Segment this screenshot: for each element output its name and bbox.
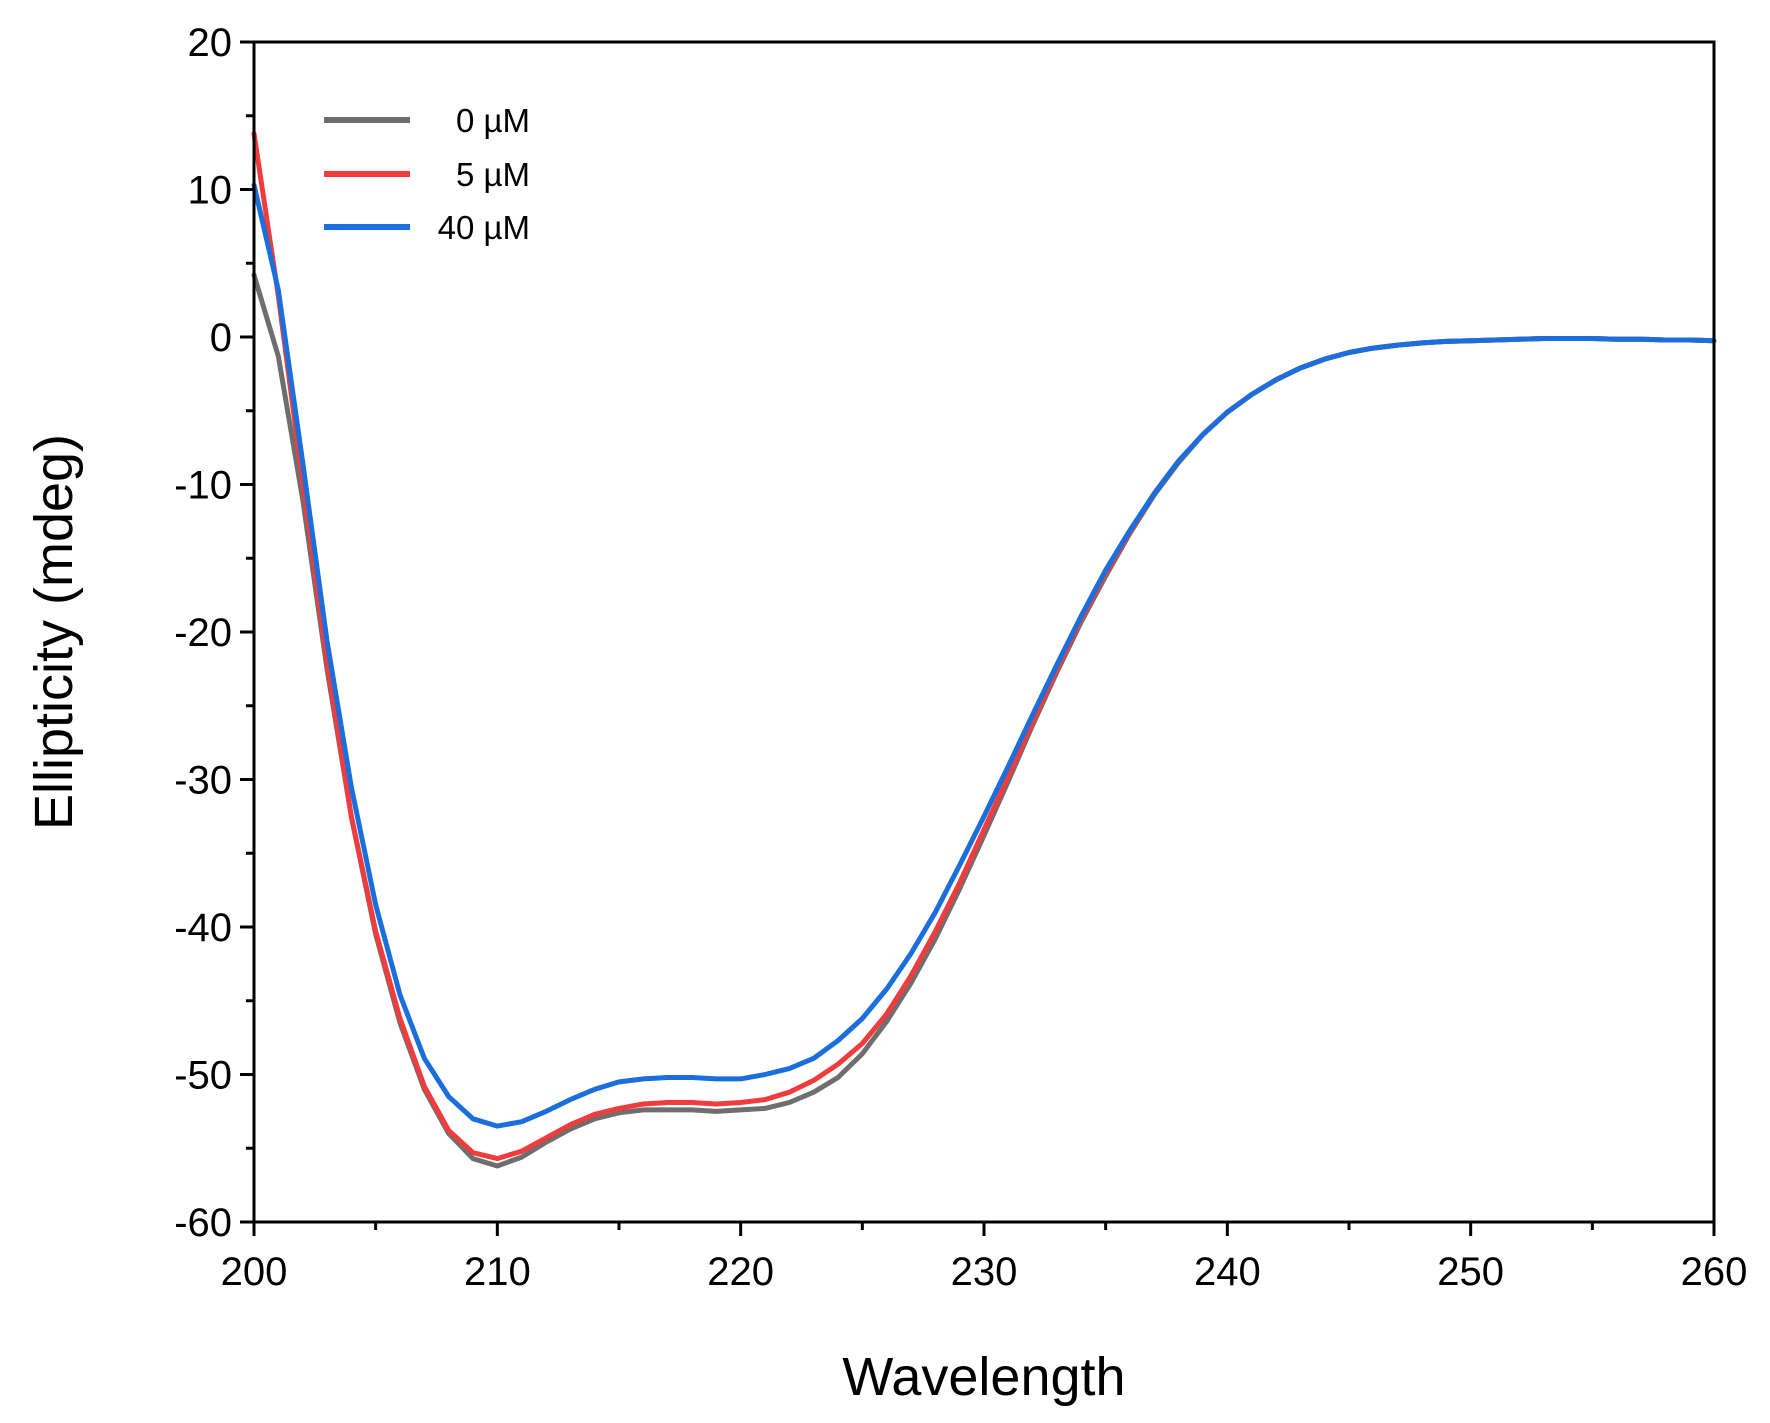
x-tick-label: 250 xyxy=(1437,1250,1504,1294)
legend-label-1: 0 µM xyxy=(456,102,530,139)
y-tick-label: -10 xyxy=(174,464,232,508)
y-tick-label: 10 xyxy=(188,169,233,213)
series-line-2 xyxy=(251,131,1717,1162)
y-tick-label: -50 xyxy=(174,1054,232,1098)
y-axis-title: Ellipticity (mdeg) xyxy=(24,434,84,830)
x-tick-label: 220 xyxy=(707,1250,774,1294)
series-line-3 xyxy=(251,182,1717,1129)
x-tick-label: 240 xyxy=(1194,1250,1261,1294)
y-tick-label: 20 xyxy=(188,21,233,65)
x-tick-label: 210 xyxy=(464,1250,531,1294)
series-layer xyxy=(251,131,1717,1169)
legend-label-3: 40 µM xyxy=(438,209,530,246)
y-tick-label: -20 xyxy=(174,611,232,655)
ticks-layer: 200 210 220 230 240 250 260-60-50-40-30-20-100… xyxy=(174,21,1747,1294)
y-tick-label: -60 xyxy=(174,1201,232,1245)
x-tick-label: 230 xyxy=(951,1250,1018,1294)
x-tick-label: 200 xyxy=(221,1250,288,1294)
series-line-1 xyxy=(251,272,1717,1169)
x-axis-title: Wavelength xyxy=(842,1347,1125,1407)
legend-label-2: 5 µM xyxy=(456,156,530,193)
y-tick-label: -40 xyxy=(174,906,232,950)
y-tick-label: 0 xyxy=(210,316,232,360)
legend: 0 µM 5 µM 40 µM xyxy=(324,102,530,246)
y-tick-label: -30 xyxy=(174,759,232,803)
x-tick-label: 260 xyxy=(1681,1250,1748,1294)
